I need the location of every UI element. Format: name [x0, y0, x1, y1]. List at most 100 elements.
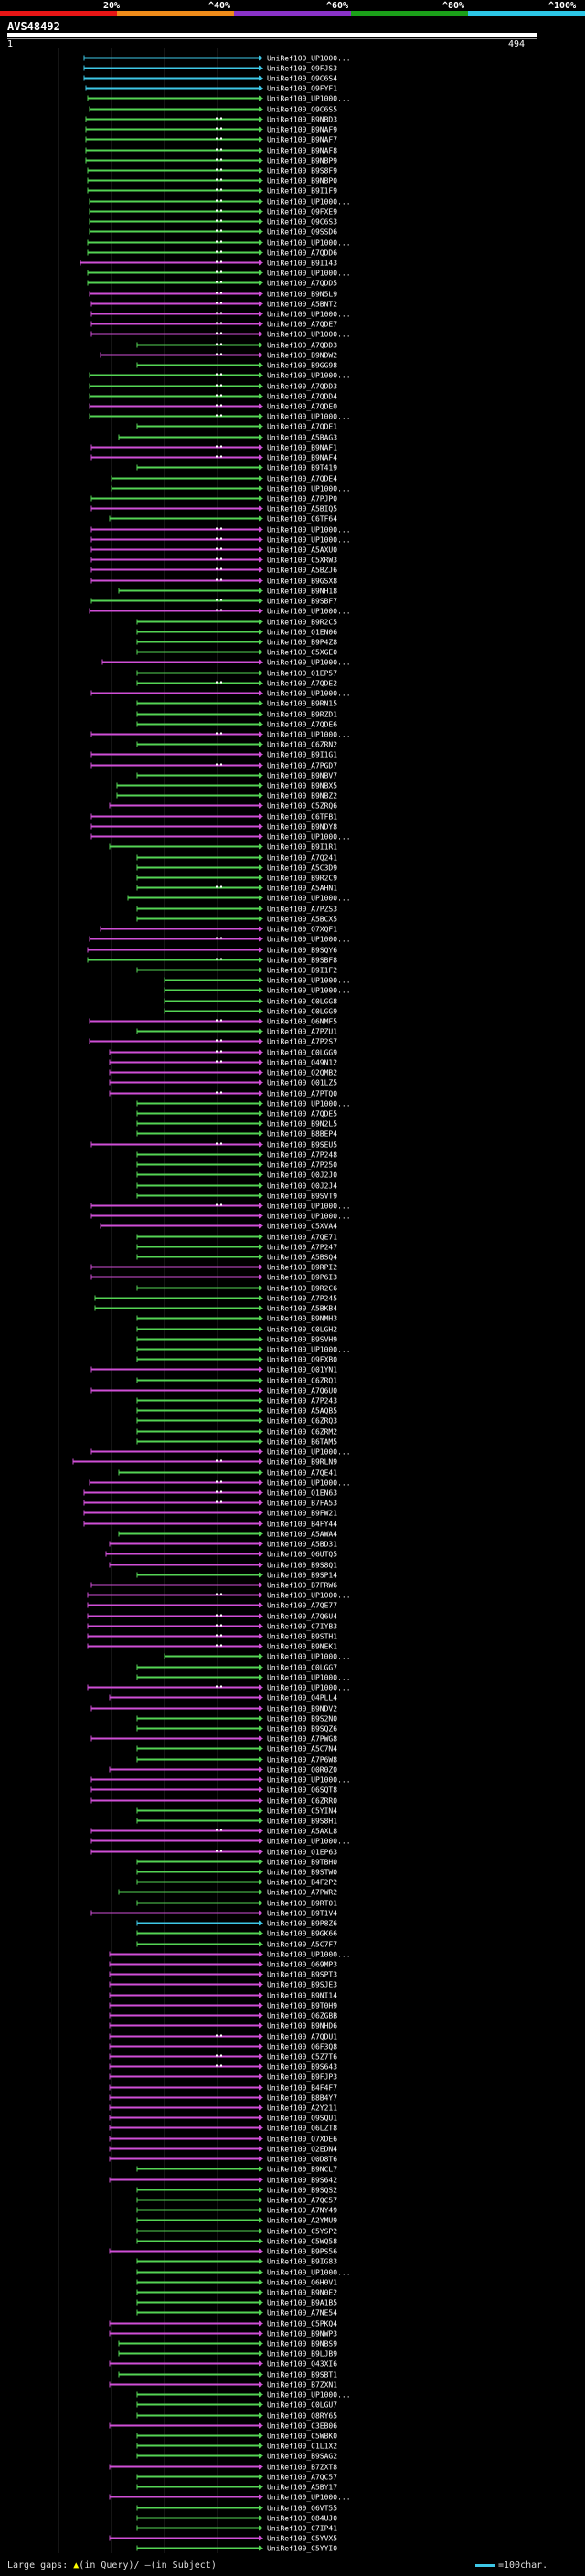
alignment-row[interactable]: UniRef100_A5BZJ6	[90, 567, 337, 575]
alignment-row[interactable]: UniRef100_Q1EP63	[90, 1849, 337, 1857]
alignment-row[interactable]: UniRef100_Q1EP57	[136, 670, 337, 678]
alignment-row[interactable]: UniRef100_C3EB06	[109, 2422, 337, 2431]
alignment-row[interactable]: UniRef100_B9RZD1	[136, 711, 337, 719]
alignment-row[interactable]: UniRef100_C5XGE0	[136, 649, 337, 657]
alignment-label[interactable]: UniRef100_B9NBV7	[267, 772, 337, 780]
alignment-label[interactable]: UniRef100_B9SVH9	[267, 1336, 337, 1344]
alignment-label[interactable]: UniRef100_UP1000...	[267, 1592, 351, 1600]
alignment-row[interactable]: UniRef100_UP1000...	[90, 731, 351, 739]
alignment-row[interactable]: UniRef100_UP1000...	[90, 331, 351, 339]
alignment-row[interactable]: UniRef100_B9SEU5	[90, 1141, 337, 1150]
alignment-label[interactable]: UniRef100_A2Y211	[267, 2104, 337, 2113]
alignment-row[interactable]: UniRef100_C6ZRQ3	[136, 1417, 337, 1426]
alignment-row[interactable]: UniRef100_B9SP14	[136, 1572, 337, 1580]
alignment-label[interactable]: UniRef100_C0LGG8	[267, 998, 337, 1006]
alignment-row[interactable]: UniRef100_Q2EDN4	[109, 2146, 337, 2154]
alignment-row[interactable]: UniRef100_B9A1B5	[136, 2299, 337, 2307]
alignment-label[interactable]: UniRef100_A7PWG8	[267, 1735, 337, 1744]
alignment-row[interactable]: UniRef100_UP1000...	[87, 270, 351, 278]
alignment-label[interactable]: UniRef100_A5BCX5	[267, 916, 337, 924]
alignment-row[interactable]: UniRef100_B9R2C5	[136, 619, 337, 627]
alignment-row[interactable]: UniRef100_B9NH18	[118, 588, 337, 596]
alignment-row[interactable]: UniRef100_Q6F3Q8	[109, 2043, 337, 2051]
alignment-row[interactable]: UniRef100_UP1000...	[136, 2391, 351, 2400]
alignment-label[interactable]: UniRef100_Q6SQT8	[267, 1786, 337, 1795]
alignment-label[interactable]: UniRef100_C5WQ58	[267, 2238, 337, 2246]
alignment-label[interactable]: UniRef100_A7QDU1	[267, 2033, 337, 2041]
alignment-row[interactable]: UniRef100_A5BAG3	[118, 434, 337, 442]
alignment-label[interactable]: UniRef100_Q1EP63	[267, 1849, 337, 1857]
alignment-row[interactable]: UniRef100_B9NEK1	[87, 1643, 337, 1651]
alignment-label[interactable]: UniRef100_A2YMU9	[267, 2217, 337, 2225]
alignment-label[interactable]: UniRef100_B9NCL7	[267, 2166, 337, 2174]
alignment-label[interactable]: UniRef100_B9SBF8	[267, 957, 337, 965]
alignment-row[interactable]: UniRef100_B6TAM5	[136, 1438, 337, 1447]
alignment-label[interactable]: UniRef100_UP1000...	[267, 1346, 351, 1354]
alignment-row[interactable]: UniRef100_A7QDE5	[136, 1110, 337, 1118]
alignment-label[interactable]: UniRef100_UP1000...	[267, 239, 351, 248]
alignment-row[interactable]: UniRef100_B7ZXT8	[109, 2464, 337, 2472]
alignment-label[interactable]: UniRef100_B9RN15	[267, 700, 337, 708]
alignment-label[interactable]: UniRef100_C0LGG9	[267, 1049, 337, 1057]
alignment-label[interactable]: UniRef100_B9GG98	[267, 362, 337, 370]
alignment-row[interactable]: UniRef100_UP1000...	[136, 2269, 351, 2277]
alignment-label[interactable]: UniRef100_Q49N12	[267, 1059, 337, 1067]
alignment-label[interactable]: UniRef100_B4FY44	[267, 1521, 337, 1529]
alignment-label[interactable]: UniRef100_B9NAF1	[267, 444, 337, 452]
alignment-row[interactable]: UniRef100_C7IP41	[136, 2525, 337, 2533]
alignment-label[interactable]: UniRef100_A5BIQ5	[267, 505, 337, 514]
alignment-label[interactable]: UniRef100_A5BY17	[267, 2484, 337, 2492]
alignment-label[interactable]: UniRef100_C6ZRM2	[267, 1428, 337, 1436]
alignment-label[interactable]: UniRef100_Q01LZ5	[267, 1079, 337, 1087]
alignment-row[interactable]: UniRef100_B9N0E2	[136, 2289, 337, 2297]
alignment-label[interactable]: UniRef100_A7QDE7	[267, 321, 337, 329]
alignment-row[interactable]: UniRef100_B9RLN9	[72, 1458, 337, 1467]
alignment-row[interactable]: UniRef100_A5BCX5	[136, 916, 337, 924]
alignment-label[interactable]: UniRef100_A7QDD4	[267, 393, 337, 401]
alignment-row[interactable]: UniRef100_C7IYB3	[87, 1623, 337, 1631]
alignment-label[interactable]: UniRef100_Q2QMB2	[267, 1069, 337, 1077]
alignment-label[interactable]: UniRef100_Q2EDN4	[267, 2146, 337, 2154]
alignment-row[interactable]: UniRef100_B9NWP3	[109, 2330, 337, 2338]
alignment-label[interactable]: UniRef100_UP1000...	[267, 485, 351, 493]
alignment-row[interactable]: UniRef100_Q6UTQ5	[105, 1551, 337, 1559]
alignment-label[interactable]: UniRef100_B7ZXN1	[267, 2381, 337, 2390]
alignment-label[interactable]: UniRef100_A7QC57	[267, 2474, 337, 2482]
alignment-row[interactable]: UniRef100_A7PTQ0	[109, 1090, 337, 1098]
alignment-row[interactable]: UniRef100_UP1000...	[87, 95, 351, 103]
alignment-label[interactable]: UniRef100_A5AQB5	[267, 1407, 337, 1415]
alignment-label[interactable]: UniRef100_C0LGG9	[267, 1008, 337, 1016]
alignment-row[interactable]: UniRef100_UP1000...	[90, 311, 351, 319]
alignment-label[interactable]: UniRef100_A7P247	[267, 1244, 337, 1252]
alignment-label[interactable]: UniRef100_B9IG83	[267, 2258, 337, 2266]
alignment-label[interactable]: UniRef100_B9NAF7	[267, 136, 337, 144]
alignment-label[interactable]: UniRef100_UP1000...	[267, 2269, 351, 2277]
alignment-row[interactable]: UniRef100_Q9SSD6	[89, 228, 337, 237]
alignment-row[interactable]: UniRef100_B8BEP4	[136, 1130, 337, 1139]
alignment-row[interactable]: UniRef100_Q6H0V1	[136, 2279, 337, 2287]
alignment-row[interactable]: UniRef100_C6TF64	[109, 515, 337, 524]
alignment-label[interactable]: UniRef100_A7QDE1	[267, 423, 337, 431]
alignment-row[interactable]: UniRef100_B9STW0	[136, 1869, 337, 1877]
alignment-label[interactable]: UniRef100_A7QE77	[267, 1602, 337, 1610]
alignment-label[interactable]: UniRef100_Q0J2J4	[267, 1182, 337, 1191]
alignment-label[interactable]: UniRef100_B9P4Z8	[267, 639, 337, 647]
alignment-label[interactable]: UniRef100_C1L1X2	[267, 2443, 337, 2451]
alignment-label[interactable]: UniRef100_A5BZJ6	[267, 567, 337, 575]
alignment-label[interactable]: UniRef100_B9SJE3	[267, 1981, 337, 1989]
alignment-row[interactable]: UniRef100_UP1000...	[89, 608, 351, 616]
alignment-row[interactable]: UniRef100_B9NAF7	[85, 136, 337, 144]
alignment-row[interactable]: UniRef100_B9I1F9	[87, 187, 337, 196]
alignment-label[interactable]: UniRef100_B9NWP3	[267, 2330, 337, 2338]
alignment-label[interactable]: UniRef100_UP1000...	[267, 833, 351, 842]
alignment-label[interactable]: UniRef100_Q0D8T6	[267, 2156, 337, 2164]
alignment-label[interactable]: UniRef100_B9SPT3	[267, 1971, 337, 1979]
alignment-label[interactable]: UniRef100_C5YVX5	[267, 2535, 337, 2543]
alignment-label[interactable]: UniRef100_B9R2C5	[267, 619, 337, 627]
alignment-row[interactable]: UniRef100_B9GG98	[136, 362, 337, 370]
alignment-row[interactable]: UniRef100_A7NY49	[136, 2207, 337, 2215]
alignment-label[interactable]: UniRef100_UP1000...	[267, 1479, 351, 1488]
alignment-row[interactable]: UniRef100_A7Q241	[136, 854, 337, 863]
alignment-row[interactable]: UniRef100_A7PWG8	[90, 1735, 337, 1744]
alignment-label[interactable]: UniRef100_B9NAF8	[267, 147, 337, 155]
